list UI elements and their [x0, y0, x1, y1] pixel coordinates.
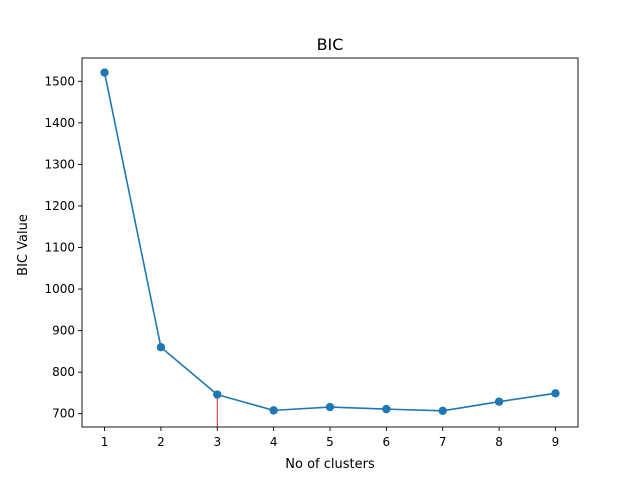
y-tick-label: 1500 — [44, 74, 75, 88]
y-tick-label: 1300 — [44, 157, 75, 171]
data-point-k9 — [551, 389, 560, 398]
data-point-k6 — [382, 404, 391, 414]
y-tick-label: 1100 — [44, 240, 75, 254]
x-tick-label: 8 — [495, 435, 503, 449]
y-axis-label: BIC Value — [16, 214, 31, 276]
plot-area: 1 2 3 4 5 6 7 8 9 700 800 900 1000 1100 1200 1300 1400 15… — [44, 57, 579, 449]
chart-title: BIC — [317, 35, 344, 54]
y-tick-label: 1200 — [44, 199, 75, 213]
data-point-k5 — [325, 402, 335, 412]
y-tick-label: 800 — [52, 365, 75, 379]
y-tick-label: 1000 — [44, 282, 75, 296]
x-tick-label: 9 — [552, 435, 560, 449]
data-point-k3 — [213, 390, 222, 399]
y-tick-label: 700 — [52, 407, 75, 421]
x-tick-label: 3 — [213, 435, 221, 449]
x-tick-label: 7 — [439, 435, 447, 449]
y-tick-label: 900 — [52, 324, 75, 338]
data-point-k4 — [269, 406, 278, 415]
y-tick-label: 1400 — [44, 116, 75, 130]
x-tick-label: 5 — [326, 435, 334, 449]
x-tick-label: 2 — [157, 435, 165, 449]
x-tick-label: 1 — [101, 435, 109, 449]
data-point-k8 — [494, 397, 504, 406]
x-tick-label: 4 — [270, 435, 278, 449]
data-point-k7 — [438, 406, 447, 415]
x-tick-label: 6 — [383, 435, 391, 449]
data-point-k2 — [156, 343, 166, 352]
data-point-k1 — [100, 68, 109, 77]
x-axis-label: No of clusters — [285, 457, 375, 472]
